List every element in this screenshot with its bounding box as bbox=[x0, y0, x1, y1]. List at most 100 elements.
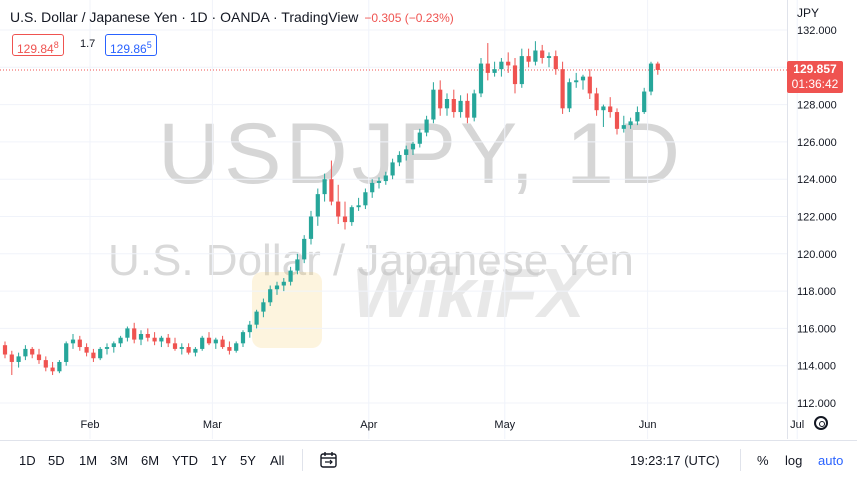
log-scale-button[interactable]: log bbox=[785, 453, 803, 468]
candle-body bbox=[43, 360, 48, 368]
candle-body bbox=[281, 281, 286, 286]
timeframe-6m[interactable]: 6M bbox=[141, 453, 160, 468]
candle-body bbox=[424, 119, 429, 133]
x-tick-label: Mar bbox=[203, 419, 222, 431]
candle-body bbox=[553, 56, 558, 70]
symbol-title: U.S. Dollar / Japanese Yen · 1D · OANDA … bbox=[10, 9, 359, 25]
candle-body bbox=[200, 337, 205, 349]
y-tick-label: 116.000 bbox=[797, 323, 836, 335]
currency-label[interactable]: JPY bbox=[797, 6, 820, 20]
candle-body bbox=[526, 56, 531, 62]
bar-countdown: 01:36:42 bbox=[791, 77, 839, 91]
candle-body bbox=[302, 238, 307, 260]
candle-body bbox=[438, 89, 443, 109]
ask-price: 129.86 bbox=[110, 42, 147, 56]
bid-price: 129.84 bbox=[17, 42, 54, 56]
candle-body bbox=[172, 343, 178, 349]
candle-body bbox=[268, 289, 273, 303]
candle-body bbox=[213, 339, 218, 344]
date-range-icon[interactable] bbox=[320, 451, 338, 469]
candle-body bbox=[601, 106, 606, 111]
candle-body bbox=[655, 63, 660, 70]
candle-body bbox=[478, 63, 484, 94]
timeframe-all[interactable]: All bbox=[270, 453, 285, 468]
timeframe-3m[interactable]: 3M bbox=[110, 453, 129, 468]
candle-body bbox=[465, 100, 470, 118]
percent-scale-button[interactable]: % bbox=[757, 453, 769, 468]
candle-body bbox=[295, 259, 300, 271]
candle-body bbox=[533, 50, 538, 62]
candle-body bbox=[91, 352, 96, 359]
candle-body bbox=[84, 347, 89, 353]
candle-body bbox=[594, 93, 599, 111]
candle-body bbox=[206, 337, 212, 344]
candle-body bbox=[288, 270, 293, 282]
candle-body bbox=[118, 337, 123, 344]
candle-body bbox=[145, 333, 150, 338]
timeframe-5y[interactable]: 5Y bbox=[240, 453, 256, 468]
y-tick-label: 124.000 bbox=[797, 174, 837, 186]
last-price-label: 129.857 01:36:42 bbox=[787, 61, 843, 93]
spread-value: 1.7 bbox=[80, 38, 96, 50]
timeframe-1d[interactable]: 1D bbox=[19, 453, 36, 468]
candle-body bbox=[397, 154, 402, 163]
candle-body bbox=[57, 361, 62, 372]
candle-body bbox=[506, 61, 511, 66]
y-tick-label: 122.000 bbox=[797, 212, 837, 224]
y-tick-label: 126.000 bbox=[797, 137, 837, 149]
candle-body bbox=[512, 65, 518, 85]
candle-body bbox=[608, 106, 613, 113]
candle-body bbox=[349, 207, 354, 223]
candle-body bbox=[642, 91, 647, 113]
wikifx-watermark: WikiFX bbox=[352, 254, 585, 332]
y-tick-label: 128.000 bbox=[797, 100, 837, 112]
symbol-header: U.S. Dollar / Japanese Yen · 1D · OANDA … bbox=[10, 9, 454, 25]
candle-body bbox=[376, 181, 382, 183]
candle-body bbox=[186, 347, 191, 353]
settings-gear-icon[interactable] bbox=[814, 416, 828, 430]
candle-body bbox=[329, 179, 334, 202]
last-price-value: 129.857 bbox=[793, 62, 837, 76]
candle-body bbox=[152, 337, 157, 342]
utc-clock[interactable]: 19:23:17 (UTC) bbox=[630, 453, 720, 468]
candle-body bbox=[179, 347, 184, 349]
bid-price-box[interactable]: 129.848 bbox=[12, 34, 64, 56]
y-tick-label: 114.000 bbox=[797, 361, 836, 373]
ask-price-box[interactable]: 129.865 bbox=[105, 34, 157, 56]
candle-body bbox=[193, 348, 198, 353]
timeframe-1y[interactable]: 1Y bbox=[211, 453, 227, 468]
bid-price-pip: 8 bbox=[53, 40, 59, 50]
candle-body bbox=[138, 333, 144, 340]
auto-scale-button[interactable]: auto bbox=[818, 453, 844, 468]
candle-body bbox=[23, 348, 28, 357]
candle-body bbox=[580, 76, 586, 81]
candle-body bbox=[519, 56, 524, 85]
candle-body bbox=[234, 343, 239, 351]
x-tick-label: Apr bbox=[360, 419, 377, 431]
price-change: −0.305 (−0.23%) bbox=[364, 11, 454, 25]
candle-body bbox=[159, 337, 164, 342]
candle-body bbox=[370, 182, 375, 193]
candle-body bbox=[444, 99, 450, 109]
timeframe-ytd[interactable]: YTD bbox=[172, 453, 198, 468]
candle-body bbox=[308, 216, 314, 239]
candle-body bbox=[111, 343, 116, 348]
timeframe-1m[interactable]: 1M bbox=[79, 453, 98, 468]
candle-body bbox=[492, 69, 497, 73]
candle-body bbox=[9, 354, 14, 362]
candle-body bbox=[567, 82, 572, 109]
candle-body bbox=[356, 205, 361, 208]
timeframe-5d[interactable]: 5D bbox=[48, 453, 65, 468]
candle-body bbox=[621, 125, 626, 129]
candle-body bbox=[104, 347, 110, 349]
candle-body bbox=[125, 328, 130, 338]
y-tick-label: 120.000 bbox=[797, 249, 837, 261]
candle-body bbox=[30, 348, 35, 355]
candle-body bbox=[16, 356, 21, 362]
candle-body bbox=[247, 324, 252, 333]
candle-body bbox=[560, 69, 565, 109]
candle-body bbox=[70, 339, 76, 344]
candle-body bbox=[540, 50, 545, 58]
